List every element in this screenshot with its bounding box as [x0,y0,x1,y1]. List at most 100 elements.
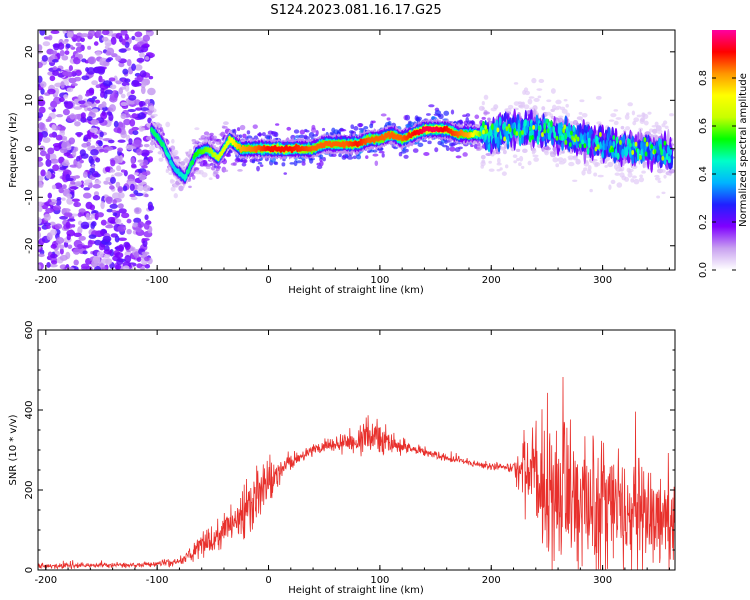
spectral-cell [430,116,437,121]
noise-cell [52,43,61,48]
spectral-cell [352,155,357,160]
spectral-cell [568,161,575,167]
noise-cell [76,162,82,169]
spectral-cell [589,188,593,193]
noise-cell [52,59,59,63]
noise-cell [61,40,68,45]
noise-cell [65,43,71,49]
ridge-cell [495,119,499,127]
noise-cell [98,148,105,153]
noise-cell [71,198,80,202]
figure-title: S124.2023.081.16.17.G25 [270,3,441,18]
noise-cell [115,80,122,85]
spectral-cell [624,176,630,182]
noise-cell [91,259,98,268]
spectral-cell [613,109,619,112]
ridge-cell [482,120,485,129]
noise-cell [105,196,113,204]
spectral-cell [308,132,315,138]
spectral-cell [271,131,278,137]
ridge-cell [660,148,664,156]
noise-cell [66,31,74,38]
noise-cell [73,106,83,110]
noise-cell [104,89,113,95]
ridge-cell [614,148,618,158]
noise-cell [66,193,72,199]
noise-cell [82,250,88,255]
noise-cell [138,52,145,58]
noise-cell [128,138,133,145]
spectral-cell [374,160,379,167]
noise-cell [94,179,102,185]
noise-cell [136,57,145,63]
noise-cell [114,246,120,250]
spectral-cell [563,98,568,102]
noise-cell [50,229,57,236]
ridge-cell [612,140,616,149]
spectral-cell [215,174,220,180]
spectral-cell [654,177,661,181]
spectral-cell [483,111,490,115]
ridge-cell [518,130,522,139]
spectral-cell [443,110,450,116]
noise-cell [109,185,115,190]
spectral-cell [301,161,306,166]
ridge-cell [529,109,533,122]
spectral-cell [615,117,622,120]
spectral-cell [465,113,471,117]
spectral-cell [656,129,663,135]
noise-cell [117,139,126,143]
spectral-cell [380,113,387,117]
noise-cell [133,82,142,87]
ridge-cell [163,146,167,152]
noise-cell [61,141,68,150]
ridge-cell [227,140,230,146]
spectral-cell [625,126,631,131]
spectral-cell [668,168,675,174]
ridge-cell [650,149,654,160]
noise-cell [38,253,45,258]
ridge-cell [521,134,524,144]
spectral-cell [423,152,430,157]
ridge-cell [609,139,612,148]
spectral-cell [356,154,362,160]
spectral-cell [613,120,619,126]
noise-cell [113,120,119,128]
noise-cell [118,87,124,95]
noise-cell [52,66,58,71]
spectral-cell [369,123,374,129]
ridge-cell [492,137,495,148]
noise-cell [140,107,149,112]
spectral-cell [239,124,246,131]
noise-cell [47,88,56,95]
spectral-cell [520,165,525,169]
spectral-cell [259,164,264,168]
noise-cell [78,235,86,241]
noise-cell [89,127,98,133]
spectral-cell [544,150,549,156]
noise-cell [40,169,46,177]
spectral-cell [274,123,280,126]
noise-cell [110,233,119,238]
noise-cell [68,137,76,145]
noise-cell [54,223,63,230]
ridge-cell [494,130,498,139]
noise-cell [49,158,59,164]
spectral-cell [455,155,462,159]
ridge-cell [581,142,584,152]
spectral-cell [568,157,573,161]
spectral-cell [158,157,164,162]
noise-cell [100,87,105,94]
spectral-cell [295,135,300,139]
noise-cell [131,35,136,41]
spectral-cell [201,172,208,178]
noise-cell [66,233,71,241]
spectral-cell [563,158,567,164]
noise-cell [141,171,148,176]
noise-cell [103,180,110,185]
noise-cell [82,182,90,186]
noise-cell [38,99,46,107]
noise-cell [91,108,99,113]
noise-cell [63,152,71,157]
spectral-cell [636,114,643,118]
